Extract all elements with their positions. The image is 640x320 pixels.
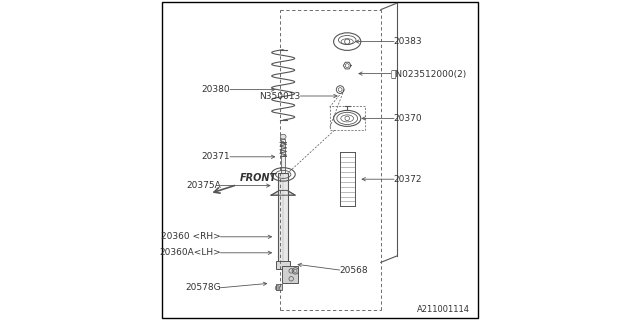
- Ellipse shape: [280, 134, 286, 139]
- Text: FRONT: FRONT: [214, 173, 277, 193]
- Text: N350013: N350013: [260, 92, 301, 100]
- Text: 20380: 20380: [202, 85, 230, 94]
- Bar: [282, 139, 285, 173]
- Text: 20372: 20372: [394, 175, 422, 184]
- Text: 20568: 20568: [339, 266, 368, 275]
- Bar: [276, 261, 290, 269]
- Bar: [278, 173, 288, 266]
- Text: 20375A: 20375A: [186, 181, 221, 190]
- Text: 20383: 20383: [394, 37, 422, 46]
- Text: 20578G: 20578G: [185, 284, 221, 292]
- Text: ⓃN023512000(2): ⓃN023512000(2): [390, 69, 467, 78]
- Bar: [282, 266, 298, 283]
- Text: 20360 <RH>: 20360 <RH>: [161, 232, 221, 241]
- Polygon shape: [271, 190, 296, 195]
- Bar: [276, 284, 282, 290]
- Text: 20371: 20371: [202, 152, 230, 161]
- Text: 20370: 20370: [394, 114, 422, 123]
- Text: A211001114: A211001114: [417, 305, 470, 314]
- Text: 20360A<LH>: 20360A<LH>: [159, 248, 221, 257]
